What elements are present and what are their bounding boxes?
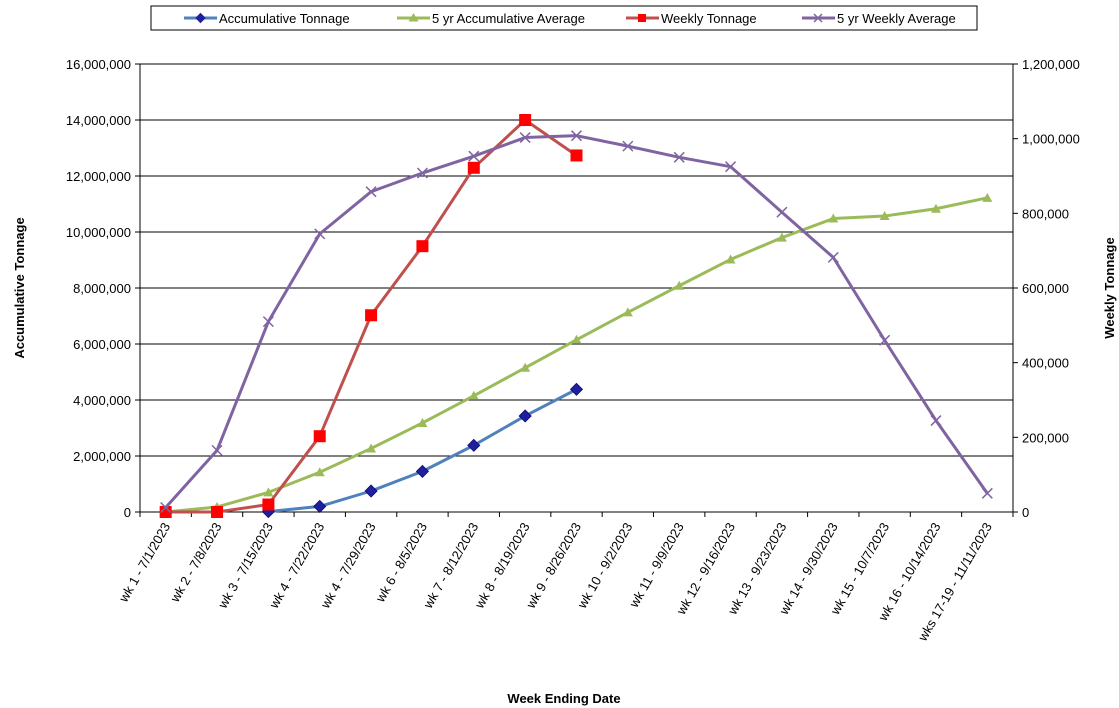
data-point-5-yr-weekly-average	[981, 487, 993, 499]
y-right-tick-label: 400,000	[1022, 356, 1069, 371]
y-right-tick-label: 1,200,000	[1022, 57, 1080, 72]
y-right-tick-label: 1,000,000	[1022, 132, 1080, 147]
data-point-5-yr-weekly-average	[879, 334, 891, 346]
data-point-5-yr-weekly-average	[519, 132, 531, 144]
legend-label-5yr-weekly-average: 5 yr Weekly Average	[837, 11, 956, 26]
y-right-tick-label: 200,000	[1022, 430, 1069, 445]
legend-label-5yr-accumulative-average: 5 yr Accumulative Average	[432, 11, 585, 26]
legend: Accumulative Tonnage 5 yr Accumulative A…	[150, 5, 978, 31]
data-point-5-yr-accumulative-average	[314, 467, 325, 477]
x-tick-label: wk 4 - 7/22/2023	[266, 520, 328, 612]
legend-marker-5yr-weekly-average	[813, 13, 823, 23]
data-point-accumulative-tonnage	[569, 382, 584, 396]
legend-marker-weekly-tonnage	[638, 14, 646, 22]
data-point-5-yr-accumulative-average	[930, 203, 941, 213]
data-point-5-yr-weekly-average	[468, 150, 480, 162]
data-point-weekly-tonnage	[313, 430, 326, 443]
x-tick-label: wk 4 - 7/29/2023	[317, 520, 379, 612]
data-point-weekly-tonnage	[211, 506, 224, 518]
series-line-5-yr-weekly-average	[164, 134, 989, 509]
series-line-accumulative-tonnage	[268, 388, 578, 514]
data-point-weekly-tonnage	[262, 498, 275, 511]
y-right-tick-label: 600,000	[1022, 281, 1069, 296]
data-point-weekly-tonnage	[467, 161, 480, 174]
y-left-tick-label: 14,000,000	[66, 113, 131, 128]
data-point-accumulative-tonnage	[364, 484, 378, 498]
legend-marker-accumulative-tonnage	[195, 12, 206, 24]
data-point-accumulative-tonnage	[313, 499, 327, 513]
y-left-tick-label: 0	[124, 505, 131, 520]
y-left-tick-label: 10,000,000	[66, 225, 131, 240]
data-point-5-yr-accumulative-average	[828, 213, 839, 223]
data-point-5-yr-weekly-average	[827, 251, 839, 263]
data-point-accumulative-tonnage	[518, 409, 532, 423]
data-point-5-yr-weekly-average	[930, 415, 942, 427]
y-right-tick-label: 0	[1022, 505, 1029, 520]
data-point-5-yr-accumulative-average	[366, 443, 377, 453]
data-point-weekly-tonnage	[416, 240, 429, 253]
legend-marker-5yr-accumulative-average	[408, 13, 419, 22]
x-tick-label: wk 7 - 8/12/2023	[420, 520, 482, 612]
x-tick-label: wk 10 - 9/2/2023	[574, 520, 636, 612]
y-axis-right-title: Weekly Tonnage	[1102, 237, 1117, 338]
data-point-5-yr-accumulative-average	[776, 232, 787, 242]
x-tick-label: wk 8 - 8/19/2023	[471, 520, 533, 612]
legend-box	[150, 5, 978, 31]
y-left-tick-label: 16,000,000	[66, 57, 131, 72]
data-point-weekly-tonnage	[570, 149, 583, 162]
data-point-5-yr-accumulative-average	[263, 487, 274, 497]
x-tick-label: wk 9 - 8/26/2023	[523, 520, 585, 612]
x-tick-label: wk 6 - 8/5/2023	[372, 520, 430, 605]
data-point-5-yr-weekly-average	[365, 186, 377, 198]
data-point-5-yr-weekly-average	[776, 206, 788, 218]
data-point-weekly-tonnage	[519, 114, 532, 126]
series-line-5-yr-accumulative-average	[165, 196, 988, 514]
data-point-5-yr-accumulative-average	[468, 390, 479, 400]
data-point-5-yr-weekly-average	[160, 501, 172, 514]
data-point-5-yr-weekly-average	[570, 130, 583, 142]
data-point-5-yr-weekly-average	[314, 228, 326, 240]
x-tick-label: wk 3 - 7/15/2023	[214, 520, 276, 612]
data-point-5-yr-weekly-average	[211, 444, 223, 456]
legend-label-accumulative-tonnage: Accumulative Tonnage	[219, 11, 350, 26]
data-point-5-yr-weekly-average	[673, 151, 685, 163]
data-point-5-yr-accumulative-average	[725, 254, 736, 264]
y-axis-left-title: Accumulative Tonnage	[12, 217, 27, 358]
plot-area: 0 2,000,000 4,000,000 6,000,000 8,000,000 10,…	[66, 57, 1080, 644]
x-tick-label: wk 2 - 7/8/2023	[167, 520, 225, 605]
data-point-5-yr-accumulative-average	[674, 280, 685, 290]
y-left-tick-label: 2,000,000	[73, 449, 131, 464]
legend-label-weekly-tonnage: Weekly Tonnage	[661, 11, 757, 26]
y-left-tick-label: 6,000,000	[73, 337, 131, 352]
data-point-5-yr-accumulative-average	[982, 192, 993, 202]
data-point-weekly-tonnage	[159, 506, 172, 518]
x-axis-title: Week Ending Date	[507, 691, 620, 706]
y-left-tick-label: 12,000,000	[66, 169, 131, 184]
data-point-5-yr-weekly-average	[622, 140, 634, 152]
data-point-5-yr-accumulative-average	[520, 362, 531, 372]
data-point-5-yr-accumulative-average	[417, 417, 428, 427]
y-left-tick-label: 4,000,000	[73, 393, 131, 408]
data-point-accumulative-tonnage	[415, 464, 430, 478]
data-point-5-yr-weekly-average	[416, 167, 428, 179]
data-point-accumulative-tonnage	[467, 438, 481, 452]
y-left-tick-label: 8,000,000	[73, 281, 131, 296]
data-point-5-yr-weekly-average	[725, 161, 737, 173]
data-point-5-yr-weekly-average	[262, 316, 274, 328]
data-point-5-yr-accumulative-average	[622, 307, 633, 317]
x-tick-label: wk 1 - 7/1/2023	[115, 520, 173, 605]
x-tick-label: wk 11 - 9/9/2023	[626, 520, 687, 611]
data-point-weekly-tonnage	[365, 309, 378, 322]
data-point-5-yr-accumulative-average	[879, 211, 890, 221]
data-point-5-yr-accumulative-average	[571, 334, 582, 344]
y-right-tick-label: 800,000	[1022, 206, 1069, 221]
